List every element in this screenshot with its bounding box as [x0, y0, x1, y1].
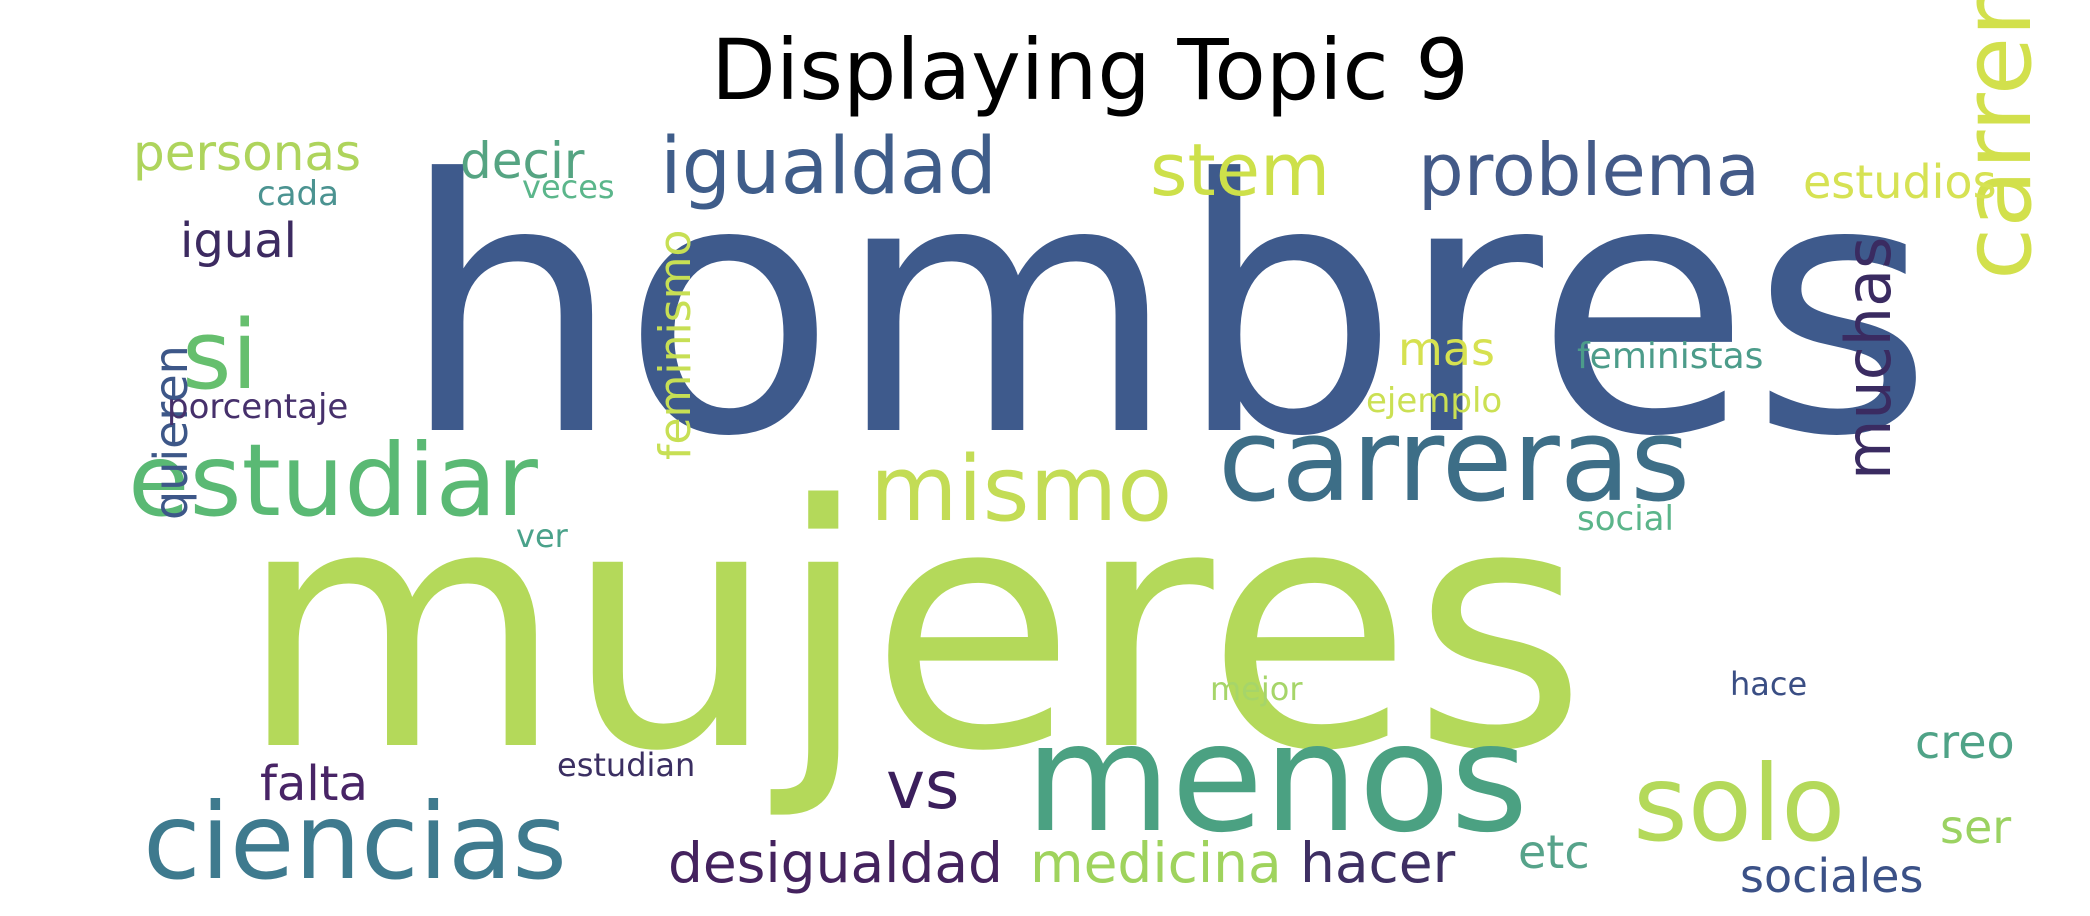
word-ciencias: ciencias: [143, 781, 567, 903]
word-carrera: carrera: [1943, 0, 2053, 280]
word-ejemplo: ejemplo: [1366, 381, 1502, 421]
word-carreras: carreras: [1218, 394, 1690, 528]
word-igualdad: igualdad: [660, 122, 997, 212]
word-ver: ver: [516, 517, 569, 555]
word-personas: personas: [133, 124, 361, 182]
word-desigualdad: desigualdad: [668, 831, 1003, 895]
word-social: social: [1577, 499, 1674, 539]
word-mejor: mejor: [1210, 670, 1303, 708]
word-feministas: feministas: [1577, 336, 1763, 377]
word-estudian: estudian: [557, 746, 695, 784]
word-quieren: quieren: [144, 345, 198, 520]
word-igual: igual: [180, 213, 297, 269]
word-ser: ser: [1940, 800, 2011, 854]
word-veces: veces: [522, 168, 615, 206]
word-porcentaje: porcentaje: [167, 387, 348, 427]
word-stem: stem: [1150, 128, 1330, 212]
word-decir: decir: [460, 132, 585, 190]
word-mismo: mismo: [870, 437, 1172, 542]
word-problema: problema: [1418, 128, 1760, 212]
word-falta: falta: [260, 756, 368, 812]
word-feminismo: feminismo: [650, 230, 701, 460]
word-mas: mas: [1398, 322, 1495, 376]
word-si: si: [182, 301, 258, 411]
word-vs: vs: [886, 747, 959, 824]
word-cada: cada: [257, 174, 339, 214]
word-hace: hace: [1730, 665, 1807, 703]
word-estudios: estudios: [1803, 155, 1997, 209]
word-estudiar: estudiar: [128, 422, 539, 539]
word-solo: solo: [1633, 743, 1845, 865]
word-hacer: hacer: [1300, 831, 1456, 895]
word-mujeres: mujeres: [238, 435, 1587, 825]
word-muchas: muchas: [1832, 237, 1905, 480]
word-menos: menos: [1025, 692, 1528, 866]
word-etc: etc: [1518, 825, 1590, 879]
word-sociales: sociales: [1740, 849, 1923, 903]
word-hombres: hombres: [400, 105, 1933, 513]
word-medicina: medicina: [1030, 831, 1282, 895]
word-creo: creo: [1915, 715, 2015, 769]
chart-title: Displaying Topic 9: [711, 21, 1469, 119]
